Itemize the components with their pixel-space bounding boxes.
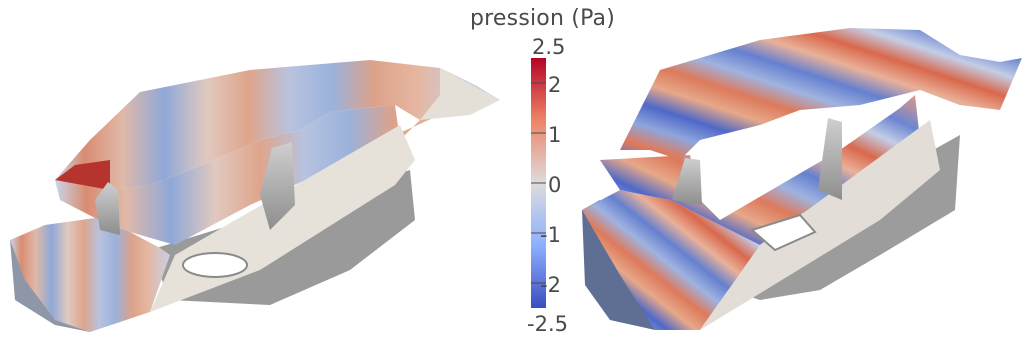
colorbar-tick-label-minus1: -1 bbox=[540, 223, 561, 247]
right-model-ramp bbox=[700, 120, 940, 330]
left-model-red-edge bbox=[55, 160, 110, 190]
right-model-middle-surface bbox=[600, 95, 920, 245]
colorbar-tick-label-0: 0 bbox=[548, 173, 562, 197]
right-model-pillar-2 bbox=[818, 118, 842, 200]
right-model-hole bbox=[749, 213, 817, 252]
left-model-right-tab bbox=[420, 68, 500, 120]
colorbar bbox=[531, 58, 546, 308]
left-model-pillar-1 bbox=[95, 182, 120, 235]
colorbar-tick-label-minus2: -2 bbox=[540, 273, 561, 297]
colorbar-max-label: 2.5 bbox=[532, 35, 566, 59]
right-model-roof bbox=[620, 28, 1022, 160]
colorbar-tick-label-2: 2 bbox=[548, 73, 562, 97]
left-model-roof bbox=[55, 60, 475, 190]
left-model-hole bbox=[182, 252, 248, 278]
left-model-pillar-2 bbox=[260, 142, 295, 230]
left-model-top-surface bbox=[10, 218, 170, 332]
left-model bbox=[10, 60, 500, 332]
colorbar-min-label: -2.5 bbox=[527, 312, 568, 336]
right-model-front-surface bbox=[582, 190, 760, 330]
colorbar-tick-label-1: 1 bbox=[548, 123, 562, 147]
colorbar-title: pression (Pa) bbox=[470, 6, 616, 31]
right-model bbox=[582, 28, 1022, 330]
right-model-pillar-1 bbox=[672, 158, 702, 205]
